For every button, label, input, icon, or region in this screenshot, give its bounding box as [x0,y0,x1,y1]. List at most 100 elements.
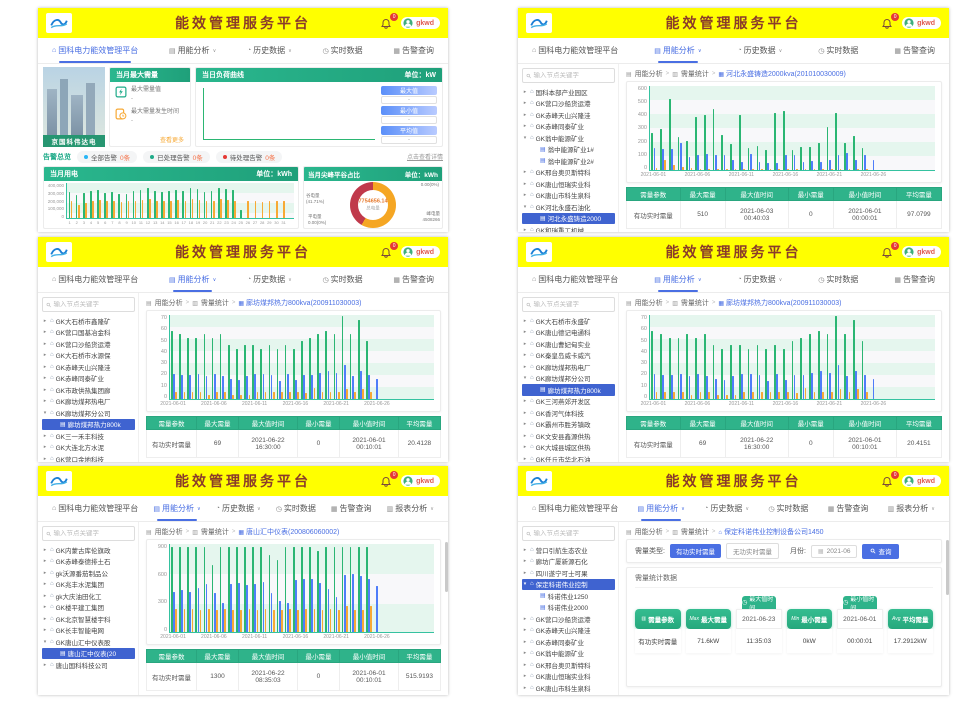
tree-item[interactable]: ▸ ⌂ GK大石桥市水源保 [42,350,135,362]
tree-item[interactable]: ▾ ⌂ GK廊坊煤邦分公司 [42,407,135,419]
alarm-detail-link[interactable]: 点击查看详情 [406,155,443,161]
tree-expand-arrow-icon[interactable]: ▸ [523,421,527,428]
tree-expand-arrow-icon[interactable]: ▸ [43,363,47,370]
tree-expand-arrow-icon[interactable]: ▸ [523,546,527,553]
node-search-input[interactable] [533,530,611,537]
tree-item[interactable]: ▸ ⌂ GK和瑞重工机械 [522,224,615,232]
tree-item[interactable]: ▸ ⌂ GK唐山恒瑞实业科 [522,178,615,190]
tree-item[interactable]: ▸ ⌂ GK秦皇岛威卡威汽 [522,350,615,362]
tree-expand-arrow-icon[interactable]: ▸ [43,432,47,439]
tree-expand-arrow-icon[interactable]: ▸ [523,615,527,622]
tree-item[interactable]: ▸ ⌂ GK赤峰天山兴隆洼 [42,361,135,373]
tree-item[interactable]: ▸ ⌂ GK赤峰同泰矿业 [42,373,135,385]
nav-home[interactable]: ⌂ 国科电力能效管理平台 [532,46,619,55]
reactive-demand-toggle[interactable]: 无功实时需量 [725,543,779,559]
nav-alarm-query[interactable]: ▦ 告警查询 [330,504,372,513]
tree-item[interactable]: ▸ ⌂ GK文安县鑫源供热 [522,430,615,442]
tree-expand-arrow-icon[interactable]: ▸ [523,638,527,645]
tree-expand-arrow-icon[interactable]: ▸ [43,627,47,634]
tree-item[interactable]: ▤ 河北永盛铸造2000 [522,212,615,224]
nav-home[interactable]: ⌂ 国科电力能效管理平台 [52,275,139,284]
tree-item[interactable]: ▸ ⌂ 国科本部产业园区 [522,86,615,98]
notification-bell-icon[interactable]: 0 [380,12,399,30]
tree-item[interactable]: ▤ 科诺伟业1250 [522,590,615,602]
tree-item[interactable]: ▸ ⌂ GK赤峰同泰矿业 [522,121,615,133]
node-search-box[interactable] [522,526,615,541]
tree-item[interactable]: ▸ ⌂ GK邢台奥贝斯特科 [522,167,615,179]
user-menu[interactable]: gkwd [902,246,941,258]
tree-item[interactable]: ▸ ⌂ GK赤峰泰德排土石 [42,556,135,568]
tree-item[interactable]: ▸ ⌂ GK兆丰水泥集团 [42,579,135,591]
alarm-handled[interactable]: 已处理告警 0条 [143,150,210,163]
tree-expand-arrow-icon[interactable]: ▸ [523,661,527,668]
tree-expand-arrow-icon[interactable]: ▸ [43,558,47,565]
query-button[interactable]: 查询 [862,543,900,559]
tree-item[interactable]: ▾ ⌂ GK廊坊煤邦分公司 [522,373,615,385]
breadcrumb-station[interactable]: ▦ 唐山汇中仪表(200806060002) [238,529,340,536]
tree-item[interactable]: ▸ ⌂ 唐山国科科技公司 [42,659,135,671]
tree-expand-arrow-icon[interactable]: ▾ [43,409,47,416]
tree-expand-arrow-icon[interactable]: ▸ [523,169,527,176]
tree-item[interactable]: ▸ ⌂ GK唐山恒瑞实业科 [522,671,615,683]
tree-expand-arrow-icon[interactable]: ▸ [523,352,527,359]
node-search-box[interactable] [522,297,615,312]
tree-expand-arrow-icon[interactable]: ▸ [43,661,47,668]
nav-alarm-query[interactable]: ▦ 告警查询 [894,275,935,284]
tree-expand-arrow-icon[interactable]: ▸ [43,604,47,611]
tree-item[interactable]: ▸ ⌂ GK营口国基冶金科 [42,327,135,339]
tree-item[interactable]: ▤ 唐山汇中仪表(20 [42,647,135,659]
tree-item[interactable]: ▸ ⌂ GK任丘市华北石油 [522,453,615,462]
breadcrumb-station[interactable]: ⌂ 保定科诺伟业控制设备公司1450 [718,529,824,536]
tree-expand-arrow-icon[interactable]: ▸ [523,650,527,657]
nav-alarm-query[interactable]: ▦ 告警查询 [393,46,434,55]
breadcrumb-station[interactable]: ▦ 廊坊煤邦热力800kva(200911030003) [718,300,842,307]
tree-item[interactable]: ▾ ⌂ 保定科诺伟业控制 [522,578,615,590]
tree-expand-arrow-icon[interactable]: ▸ [523,180,527,187]
tree-expand-arrow-icon[interactable]: ▸ [43,352,47,359]
tree-item[interactable]: ▸ ⌂ GK霸州市胜芳镇政 [522,419,615,431]
tree-expand-arrow-icon[interactable]: ▾ [523,375,527,382]
user-menu[interactable]: gkwd [902,17,941,29]
view-more-link[interactable]: 查看更多 [159,138,184,144]
tree-expand-arrow-icon[interactable]: ▸ [43,444,47,451]
tree-expand-arrow-icon[interactable]: ▸ [523,123,527,130]
nav-alarm-query[interactable]: ▦ 告警查询 [393,275,434,284]
tree-item[interactable]: ▸ ⌂ GK赤峰天山兴隆洼 [522,109,615,121]
vertical-scrollbar[interactable] [445,542,448,592]
tree-item[interactable]: ▸ ⌂ GK赤峰天山兴隆洼 [522,625,615,637]
tree-expand-arrow-icon[interactable]: ▸ [523,569,527,576]
tree-expand-arrow-icon[interactable]: ▸ [523,558,527,565]
nav-energy-analysis[interactable]: ▤ 用能分析 ∨ [168,46,217,55]
tree-expand-arrow-icon[interactable]: ▸ [43,340,47,347]
month-picker[interactable]: ▦ 2021-06 [810,544,858,558]
tree-expand-arrow-icon[interactable]: ▸ [523,340,527,347]
tree-expand-arrow-icon[interactable]: ▸ [523,409,527,416]
node-search-box[interactable] [522,68,615,83]
tree-item[interactable]: ▸ ⌂ GK翁中能源矿业 [522,648,615,660]
tree-item[interactable]: ▸ ⌂ GK赤峰同泰矿业 [522,636,615,648]
tree-item[interactable]: ▸ ⌂ GK大城县城区供热 [522,442,615,454]
nav-history-data[interactable]: ◔ 历史数据 ∨ [246,46,292,55]
tree-item[interactable]: ▸ ⌂ gk大庆油田化工 [42,590,135,602]
nav-energy-analysis[interactable]: ▤ 用能分析 ∨ [654,46,702,63]
user-menu[interactable]: gkwd [401,17,440,29]
tree-item[interactable]: ▸ ⌂ GK长丰智能电网 [42,625,135,637]
tree-expand-arrow-icon[interactable]: ▸ [523,432,527,439]
tree-expand-arrow-icon[interactable]: ▸ [43,386,47,393]
tree-expand-arrow-icon[interactable]: ▸ [43,398,47,405]
tree-item[interactable]: ▸ ⌂ GK唐山市科生泉科 [522,190,615,202]
notification-bell-icon[interactable]: 0 [380,241,399,259]
nav-alarm-query[interactable]: ▦ 告警查询 [894,46,935,55]
nav-realtime-data[interactable]: ◷ 实时数据 [322,46,363,55]
node-search-input[interactable] [53,301,131,308]
notification-bell-icon[interactable]: 0 [881,12,900,30]
alarm-all[interactable]: 全部告警 0条 [77,150,138,163]
tree-item[interactable]: ▸ ⌂ GK邢台奥贝斯特科 [522,659,615,671]
tree-expand-arrow-icon[interactable]: ▸ [523,88,527,95]
tree-item[interactable]: ▸ ⌂ gk沃源番茄制品公 [42,567,135,579]
active-demand-toggle[interactable]: 有功实时需量 [669,544,721,558]
user-menu[interactable]: gkwd [902,475,941,487]
tree-expand-arrow-icon[interactable]: ▸ [523,673,527,680]
node-search-box[interactable] [42,297,135,312]
tree-item[interactable]: ▸ ⌂ GK营口金地科技 [42,453,135,462]
